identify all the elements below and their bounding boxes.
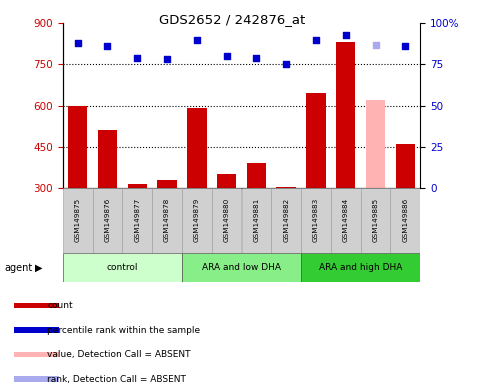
Bar [157, 180, 177, 188]
Text: count: count [47, 301, 73, 310]
Text: GSM149880: GSM149880 [224, 198, 229, 242]
Bar [301, 253, 420, 282]
Bar [271, 188, 301, 253]
Point [163, 56, 171, 63]
Text: GSM149875: GSM149875 [75, 198, 81, 242]
Bar [14, 376, 58, 382]
Text: GSM149881: GSM149881 [254, 198, 259, 242]
Bar [68, 106, 87, 188]
Bar [128, 184, 147, 188]
Bar [14, 303, 58, 308]
Bar [247, 164, 266, 188]
Point [253, 55, 260, 61]
Text: GSM149882: GSM149882 [283, 198, 289, 242]
Text: ARA and high DHA: ARA and high DHA [319, 263, 402, 272]
Bar [217, 174, 236, 188]
Point [104, 43, 112, 49]
Point [74, 40, 82, 46]
Bar [182, 188, 212, 253]
Bar [396, 144, 415, 188]
Text: percentile rank within the sample: percentile rank within the sample [47, 326, 200, 334]
Point [312, 36, 320, 43]
Bar [336, 42, 355, 188]
Bar [63, 253, 182, 282]
Bar [306, 93, 326, 188]
Bar [122, 188, 152, 253]
Bar [212, 188, 242, 253]
Bar [63, 188, 93, 253]
Bar [93, 188, 122, 253]
Text: ▶: ▶ [35, 263, 43, 273]
Bar [331, 188, 361, 253]
Text: GSM149878: GSM149878 [164, 198, 170, 242]
Bar [276, 187, 296, 188]
Point [401, 43, 409, 49]
Bar [242, 188, 271, 253]
Point [372, 41, 380, 48]
Point [193, 36, 201, 43]
Bar [98, 130, 117, 188]
Text: GSM149877: GSM149877 [134, 198, 140, 242]
Bar [301, 188, 331, 253]
Bar [152, 188, 182, 253]
Point [342, 31, 350, 38]
Text: ARA and low DHA: ARA and low DHA [202, 263, 281, 272]
Text: GSM149886: GSM149886 [402, 198, 408, 242]
Text: control: control [107, 263, 138, 272]
Text: GSM149883: GSM149883 [313, 198, 319, 242]
Text: GSM149876: GSM149876 [104, 198, 111, 242]
Text: GSM149885: GSM149885 [372, 198, 379, 242]
Bar [366, 100, 385, 188]
Point [223, 53, 230, 59]
Text: agent: agent [5, 263, 33, 273]
Bar [187, 108, 207, 188]
Text: GSM149879: GSM149879 [194, 198, 200, 242]
Bar [390, 188, 420, 253]
Bar [14, 328, 58, 333]
Text: rank, Detection Call = ABSENT: rank, Detection Call = ABSENT [47, 375, 186, 384]
Text: GDS2652 / 242876_at: GDS2652 / 242876_at [159, 13, 305, 26]
Point [282, 61, 290, 68]
Text: value, Detection Call = ABSENT: value, Detection Call = ABSENT [47, 350, 191, 359]
Bar [14, 352, 58, 358]
Bar [361, 188, 390, 253]
Text: GSM149884: GSM149884 [343, 198, 349, 242]
Point [133, 55, 141, 61]
Bar [182, 253, 301, 282]
